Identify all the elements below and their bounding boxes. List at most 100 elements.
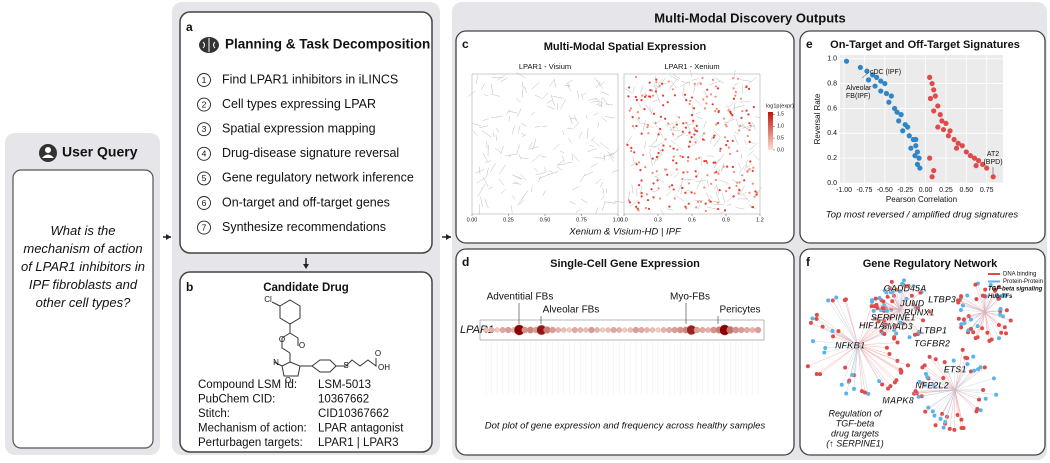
expression-spot: [664, 118, 666, 120]
expression-spot: [753, 196, 755, 198]
expression-spot: [630, 107, 632, 109]
expression-spot: [660, 116, 662, 118]
expression-dot: [505, 327, 511, 333]
network-node: [939, 417, 943, 421]
expression-spot: [739, 181, 741, 183]
expression-spot: [688, 131, 690, 133]
expression-dot: [639, 327, 645, 333]
step-text: Synthesize recommendations: [222, 220, 386, 234]
network-node: [956, 298, 960, 302]
scatter-point: [889, 93, 894, 98]
expression-spot: [637, 209, 639, 211]
annotation: FB(IPF): [846, 93, 871, 100]
expression-dot: [622, 328, 627, 333]
network-node: [902, 278, 906, 282]
expression-dot: [527, 327, 534, 334]
field-key: Perturbagen targets:: [198, 437, 303, 449]
expression-spot: [712, 103, 714, 105]
expression-spot: [686, 171, 688, 173]
expression-spot: [678, 116, 680, 118]
expression-spot: [725, 124, 727, 126]
expression-spot: [705, 203, 707, 205]
atom-label: O: [375, 349, 381, 358]
scatter-point: [908, 146, 913, 151]
plot-title: LPAR1 - Visium: [519, 62, 571, 71]
x-tick-label: 0.9: [722, 217, 730, 223]
expression-spot: [637, 111, 639, 113]
scatter-point: [884, 91, 889, 96]
scatter-point: [878, 88, 883, 93]
step-number: 7: [202, 222, 207, 232]
expression-spot: [715, 85, 717, 87]
expression-dot: [484, 328, 489, 333]
field-value: LPAR1 | LPAR3: [318, 437, 399, 449]
network-node: [971, 355, 975, 359]
expression-spot: [719, 150, 721, 152]
scatter-point: [974, 163, 979, 168]
expression-spot: [735, 185, 737, 187]
scatter-point: [928, 96, 933, 101]
expression-spot: [674, 197, 676, 199]
network-node: [972, 369, 976, 373]
expression-spot: [740, 117, 742, 119]
scatter-point: [907, 133, 912, 138]
expression-spot: [685, 127, 687, 129]
expression-spot: [695, 206, 697, 208]
drug-title: Candidate Drug: [263, 282, 349, 294]
expression-dot: [594, 327, 599, 332]
network-node: [815, 313, 819, 317]
expression-spot: [684, 94, 686, 96]
network-node: [921, 318, 925, 322]
expression-dot: [572, 327, 578, 333]
expression-spot: [656, 170, 658, 172]
expression-spot: [629, 201, 631, 203]
expression-spot: [749, 141, 751, 143]
network-node: [959, 308, 963, 312]
caption: Top most reversed / amplified drug signa…: [826, 210, 1019, 221]
expression-spot: [626, 144, 628, 146]
scatter-point: [899, 112, 904, 117]
legend-text: TGF-beta signaling: [988, 287, 1043, 293]
expression-spot: [691, 114, 693, 116]
expression-spot: [723, 117, 725, 119]
expression-spot: [731, 114, 733, 116]
expression-spot: [691, 96, 693, 98]
expression-spot: [657, 187, 659, 189]
scatter-point: [929, 81, 934, 86]
expression-spot: [705, 102, 707, 104]
x-axis-label: Pearson Correlation: [886, 195, 957, 204]
scatter-point: [905, 124, 910, 129]
expression-spot: [745, 86, 747, 88]
expression-spot: [647, 132, 649, 134]
colorbar: [768, 112, 773, 150]
expression-dot: [578, 327, 583, 332]
scatter-point: [991, 174, 996, 179]
network-node: [882, 332, 886, 336]
expression-spot: [727, 140, 729, 142]
network-node: [843, 366, 847, 370]
scatter-point: [917, 165, 922, 170]
atom-label: O: [279, 335, 285, 344]
y-tick-label: 1.0: [827, 56, 837, 63]
network-node: [942, 426, 946, 430]
expression-spot: [694, 192, 696, 194]
expression-spot: [655, 90, 657, 92]
field-key: PubChem CID:: [198, 394, 275, 406]
expression-spot: [695, 158, 697, 160]
atom-label: O: [299, 341, 305, 350]
expression-dot: [656, 328, 661, 333]
field-value: LSM-5013: [318, 379, 371, 391]
expression-spot: [697, 201, 699, 203]
x-tick-label: 0.75: [576, 217, 587, 223]
scatter-point: [866, 77, 871, 82]
step-text: On-target and off-target genes: [222, 195, 390, 209]
network-node: [976, 367, 980, 371]
expression-spot: [673, 188, 675, 190]
expression-spot: [684, 192, 686, 194]
expression-spot: [726, 166, 728, 168]
expression-spot: [723, 165, 725, 167]
expression-spot: [690, 136, 692, 138]
expression-dot: [611, 327, 617, 333]
network-node: [870, 300, 874, 304]
expression-spot: [647, 199, 649, 201]
